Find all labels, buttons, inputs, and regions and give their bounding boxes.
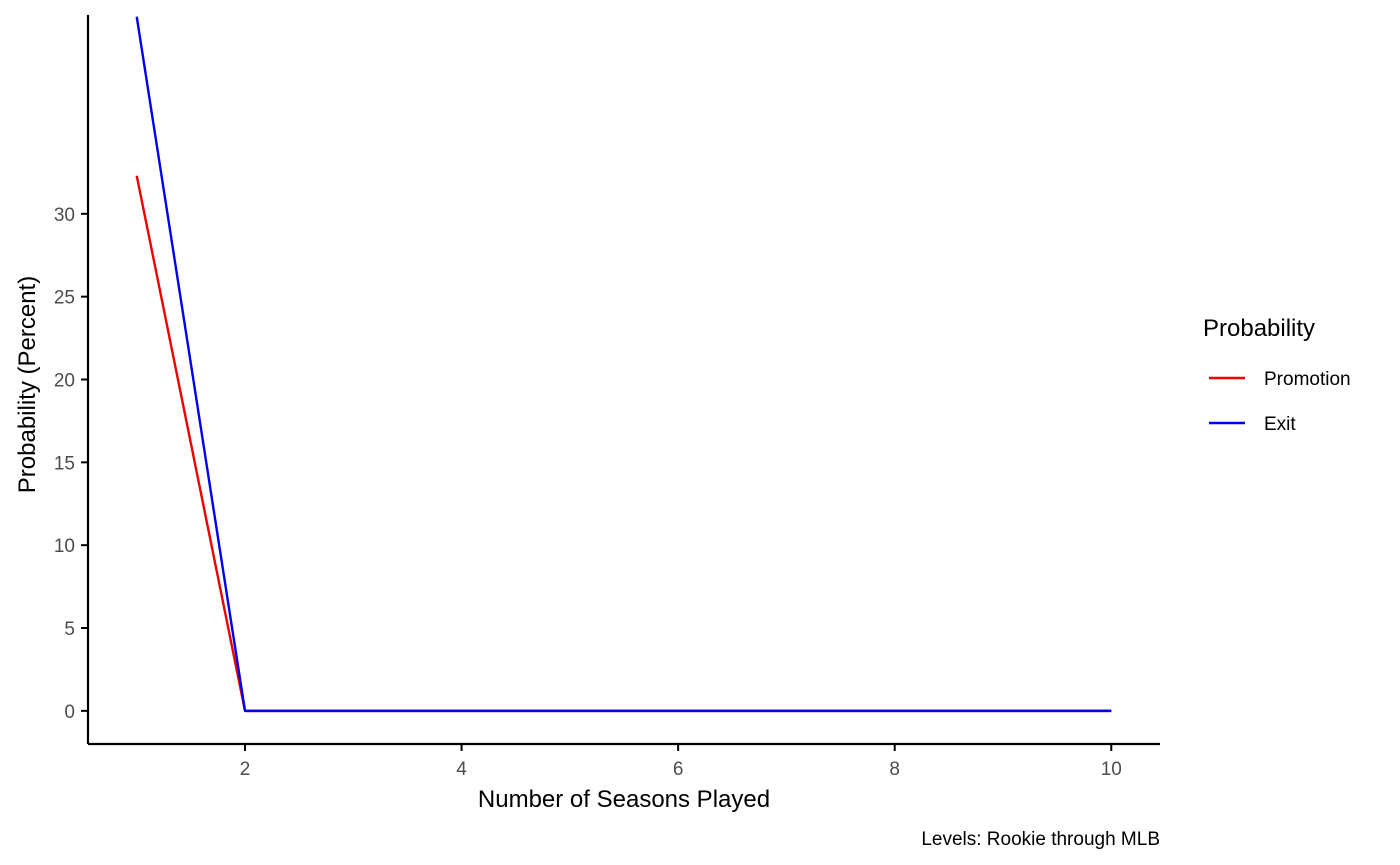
series-line-promotion (135, 175, 1112, 713)
plot-area (135, 16, 1112, 713)
x-tick-label: 6 (673, 759, 684, 780)
y-tick-label: 15 (54, 453, 75, 474)
y-tick-label: 10 (54, 536, 75, 557)
y-tick-label: 20 (54, 371, 75, 392)
x-tick-label: 8 (889, 759, 900, 780)
axes (86, 15, 1160, 746)
legend-items: Promotion Exit (1209, 369, 1351, 435)
legend-label-exit: Exit (1264, 414, 1296, 435)
y-tick-label: 5 (64, 619, 75, 640)
series-line-exit (135, 16, 1112, 713)
legend-label-promotion: Promotion (1264, 369, 1351, 390)
x-axis-title: Number of Seasons Played (478, 786, 770, 813)
x-tick-label: 4 (456, 759, 467, 780)
y-axis-title: Probability (Percent) (14, 276, 41, 493)
chart-caption: Levels: Rookie through MLB (921, 829, 1160, 850)
y-tick-label: 0 (64, 702, 75, 723)
y-tick-label: 30 (54, 205, 75, 226)
axis-ticks: 2 4 6 8 10 0 5 10 15 20 25 30 (54, 205, 1122, 780)
x-tick-label: 10 (1101, 759, 1122, 780)
legend: Probability Promotion Exit (1203, 315, 1351, 435)
x-tick-label: 2 (240, 759, 251, 780)
legend-title: Probability (1203, 315, 1315, 342)
y-tick-label: 25 (54, 288, 75, 309)
